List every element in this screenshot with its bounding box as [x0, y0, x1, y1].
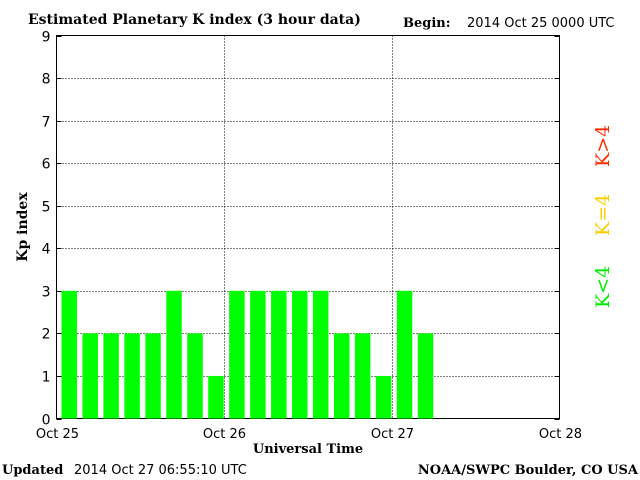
kp-bar — [61, 290, 77, 419]
y-tick-label: 7 — [42, 115, 51, 131]
legend-k-above-4: K>4 — [592, 125, 614, 167]
kp-bar — [375, 375, 392, 419]
kp-bar — [313, 290, 329, 419]
y-tick-label: 0 — [42, 413, 51, 429]
kp-bar — [250, 290, 266, 419]
x-tick-label: Oct 26 — [203, 427, 246, 442]
kp-bar — [103, 333, 119, 419]
y-axis: 0 1 2 3 4 5 6 7 8 9 — [42, 30, 560, 429]
kp-bar — [396, 290, 413, 419]
x-axis: Oct 25 Oct 26 Oct 27 Oct 28 — [36, 427, 582, 442]
y-tick-label: 1 — [42, 370, 51, 386]
y-axis-label: Kp index — [15, 192, 31, 262]
kp-bar — [145, 333, 161, 419]
x-tick-label: Oct 27 — [371, 427, 414, 442]
kp-bar — [417, 333, 434, 419]
x-tick-label: Oct 28 — [539, 427, 582, 442]
legend-k-equal-4: K=4 — [592, 194, 614, 236]
kp-bar — [187, 333, 203, 419]
kp-bar — [229, 290, 245, 419]
kp-bar — [354, 333, 371, 419]
plot-area — [56, 35, 560, 419]
legend-k-below-4: K<4 — [592, 266, 614, 308]
updated-label: Updated — [2, 463, 63, 478]
begin-value: 2014 Oct 25 0000 UTC — [467, 16, 615, 31]
kp-bar — [124, 333, 140, 419]
chart-title: Estimated Planetary K index (3 hour data… — [28, 12, 361, 28]
updated-value: 2014 Oct 27 06:55:10 UTC — [74, 463, 247, 478]
y-tick-label: 6 — [42, 157, 51, 173]
y-tick-label: 5 — [42, 200, 51, 216]
y-tick-label: 9 — [42, 30, 51, 46]
kp-bar — [292, 290, 308, 419]
x-axis-label: Universal Time — [253, 442, 363, 457]
grid-lines — [56, 35, 560, 419]
kp-bar — [208, 375, 224, 419]
begin-label: Begin: — [403, 16, 451, 31]
kp-bar — [271, 290, 287, 419]
bars-group — [61, 290, 434, 419]
y-tick-label: 4 — [42, 242, 51, 258]
kp-bar — [166, 290, 182, 419]
y-tick-label: 3 — [42, 285, 51, 301]
y-tick-label: 8 — [42, 72, 51, 88]
y-tick-label: 2 — [42, 327, 51, 343]
x-tick-label: Oct 25 — [36, 427, 79, 442]
source-credit: NOAA/SWPC Boulder, CO USA — [418, 463, 639, 478]
kp-bar — [82, 333, 98, 419]
kp-bar — [333, 333, 350, 419]
